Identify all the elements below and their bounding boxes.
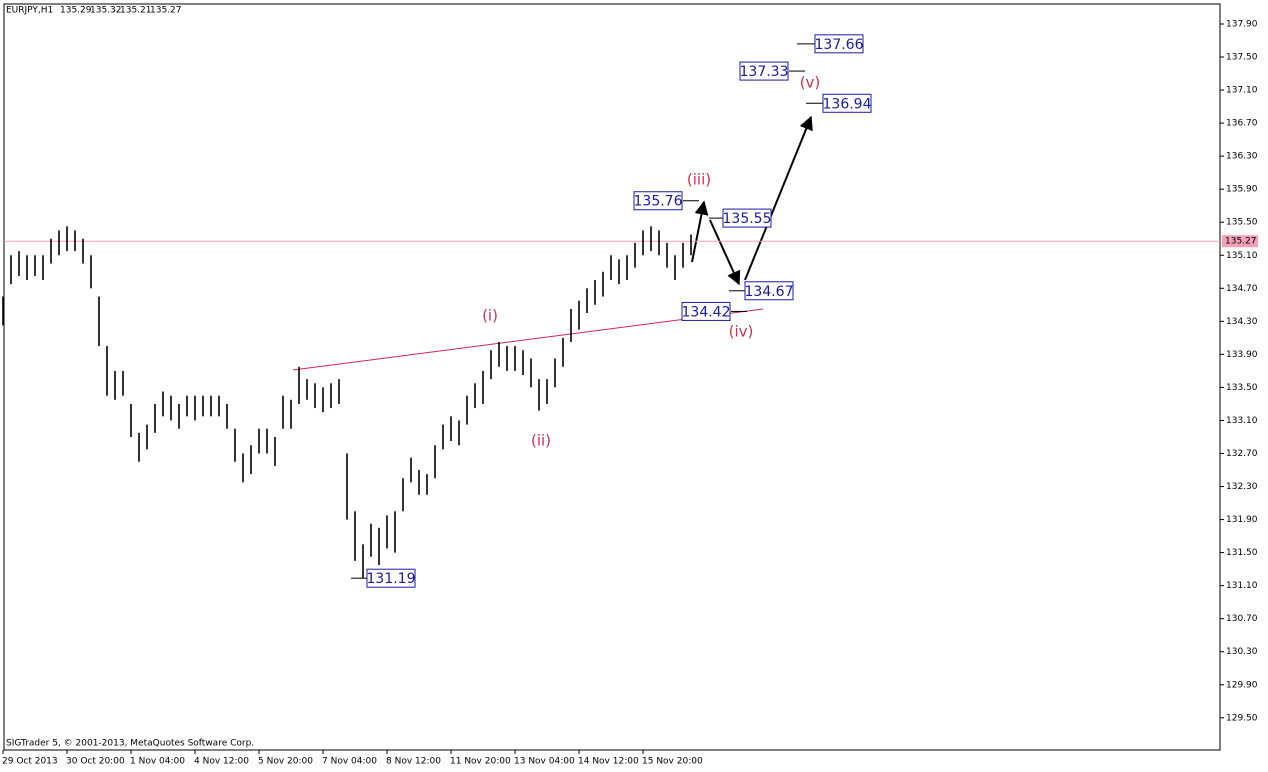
y-tick-label: 137.10: [1226, 86, 1258, 96]
y-tick-label: 135.10: [1226, 251, 1258, 261]
quote-open: 135.29: [60, 6, 92, 16]
arrow: [691, 200, 709, 263]
x-tick-label: 1 Nov 04:00: [130, 757, 185, 767]
price-level-box: [366, 568, 416, 588]
y-tick-label: 131.10: [1226, 581, 1258, 591]
y-tick-label: 134.30: [1226, 317, 1258, 327]
x-tick-label: 30 Oct 20:00: [66, 757, 125, 767]
y-tick-label: 132.70: [1226, 449, 1258, 459]
y-tick-label: 137.90: [1226, 19, 1258, 29]
y-tick-label: 132.30: [1226, 482, 1258, 492]
price-level-label: 134.67: [745, 284, 794, 300]
price-level-box: [744, 281, 794, 301]
price-level-label: 137.33: [740, 64, 789, 80]
y-tick-label: 135.50: [1226, 218, 1258, 228]
y-tick-label: 130.30: [1226, 647, 1258, 657]
arrow: [709, 219, 741, 286]
price-level-box: [814, 34, 864, 54]
symbol: EURJPY,H1: [6, 6, 53, 16]
y-tick-label: 131.50: [1226, 548, 1258, 558]
footer: SIGTrader 5, © 2001-2013, MetaQuotes Sof…: [6, 739, 254, 749]
y-tick-label: 136.30: [1226, 152, 1258, 162]
wave-label: (i): [482, 307, 498, 325]
price-level-label: 134.42: [682, 304, 731, 320]
quote-high: 135.32: [90, 6, 122, 16]
price-level-box: [633, 191, 683, 211]
price-level-label: 135.55: [723, 211, 772, 227]
y-tick-label: 133.10: [1226, 416, 1258, 426]
price-level-box: [739, 61, 789, 81]
current-price-box: [1222, 235, 1258, 248]
plot-frame: [3, 3, 1221, 751]
price-level-label: 131.19: [367, 571, 416, 587]
y-tick-label: 131.90: [1226, 515, 1258, 525]
y-tick-label: 133.90: [1226, 350, 1258, 360]
y-tick-label: 133.50: [1226, 383, 1258, 393]
y-tick-label: 130.70: [1226, 614, 1258, 624]
y-tick-label: 135.90: [1226, 185, 1258, 195]
wave-label: (v): [800, 74, 821, 92]
x-tick-label: 4 Nov 12:00: [194, 757, 249, 767]
x-tick-label: 7 Nov 04:00: [322, 757, 377, 767]
price-level-box: [822, 93, 872, 113]
x-tick-label: 29 Oct 2013: [2, 757, 58, 767]
x-tick-label: 8 Nov 12:00: [386, 757, 441, 767]
price-level-label: 135.76: [634, 194, 683, 210]
price-level-box: [722, 208, 772, 228]
quote-low: 135.21: [120, 6, 152, 16]
y-tick-label: 137.50: [1226, 53, 1258, 63]
y-tick-label: 134.70: [1226, 284, 1258, 294]
arrow: [744, 115, 813, 281]
x-tick-label: 5 Nov 20:00: [258, 757, 313, 767]
price-level-label: 137.66: [815, 37, 864, 53]
wave-label: (ii): [531, 432, 551, 450]
x-tick-label: 15 Nov 20:00: [642, 757, 703, 767]
y-tick-label: 129.90: [1226, 680, 1258, 690]
x-tick-label: 14 Nov 12:00: [578, 757, 639, 767]
x-tick-label: 11 Nov 20:00: [450, 757, 511, 767]
y-tick-label: 136.70: [1226, 119, 1258, 129]
current-price-label: 135.27: [1225, 237, 1257, 247]
wave-label: (iv): [729, 323, 754, 341]
quote-close: 135.27: [150, 6, 182, 16]
price-level-label: 136.94: [823, 96, 872, 112]
wave-label: (iii): [687, 171, 711, 189]
y-tick-label: 129.50: [1226, 713, 1258, 723]
x-tick-label: 13 Nov 04:00: [514, 757, 575, 767]
price-level-box: [681, 301, 731, 321]
